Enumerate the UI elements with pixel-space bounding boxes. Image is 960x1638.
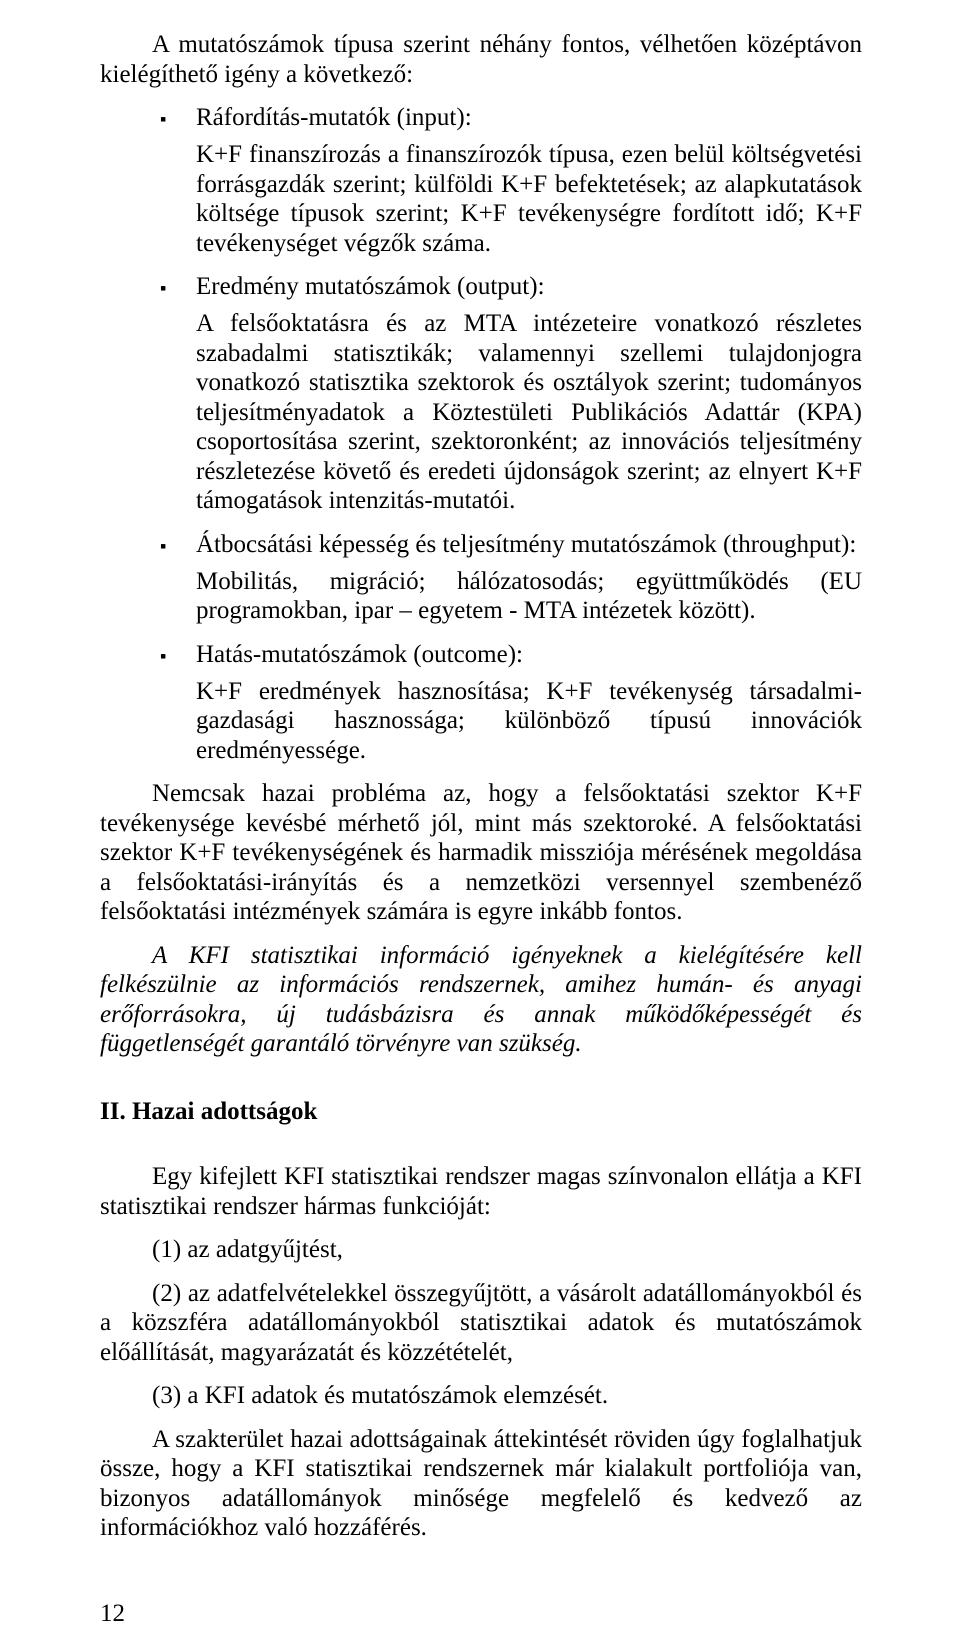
numbered-item: (1) az adatgyűjtést, [100, 1235, 862, 1265]
bullet-row: ▪ Ráfordítás-mutatók (input): [160, 103, 862, 134]
page-number: 12 [100, 1599, 862, 1629]
bullet-item: ▪ Hatás-mutatószámok (outcome): K+F ered… [100, 640, 862, 766]
bullet-item: ▪ Ráfordítás-mutatók (input): K+F finans… [100, 103, 862, 258]
bullet-body: K+F eredmények hasznosítása; K+F tevéken… [196, 677, 862, 766]
bullet-row: ▪ Átbocsátási képesség és teljesítmény m… [160, 530, 862, 561]
body-paragraph: Nemcsak hazai probléma az, hogy a felsőo… [100, 779, 862, 927]
bullet-body: Mobilitás, migráció; hálózatosodás; együ… [196, 567, 862, 626]
bullet-marker-icon: ▪ [160, 640, 196, 671]
bullet-marker-icon: ▪ [160, 530, 196, 561]
intro-paragraph: A mutatószámok típusa szerint néhány fon… [100, 30, 862, 89]
bullet-label: Eredmény mutatószámok (output): [196, 272, 862, 302]
body-paragraph-italic: A KFI statisztikai információ igényeknek… [100, 941, 862, 1059]
bullet-marker-icon: ▪ [160, 272, 196, 303]
body-paragraph: Egy kifejlett KFI statisztikai rendszer … [100, 1162, 862, 1221]
bullet-label: Hatás-mutatószámok (outcome): [196, 640, 862, 670]
numbered-item: (3) a KFI adatok és mutatószámok elemzés… [100, 1381, 862, 1411]
bullet-marker-icon: ▪ [160, 103, 196, 134]
bullet-label: Átbocsátási képesség és teljesítmény mut… [196, 530, 862, 560]
bullet-label: Ráfordítás-mutatók (input): [196, 103, 862, 133]
body-paragraph: A szakterület hazai adottságainak átteki… [100, 1425, 862, 1543]
section-title: II. Hazai adottságok [100, 1097, 862, 1127]
bullet-item: ▪ Átbocsátási képesség és teljesítmény m… [100, 530, 862, 626]
bullet-row: ▪ Hatás-mutatószámok (outcome): [160, 640, 862, 671]
bullet-row: ▪ Eredmény mutatószámok (output): [160, 272, 862, 303]
bullet-body: K+F finanszírozás a finanszírozók típusa… [196, 140, 862, 258]
numbered-list: (1) az adatgyűjtést, (2) az adatfelvétel… [100, 1235, 862, 1411]
numbered-item: (2) az adatfelvételekkel összegyűjtött, … [100, 1279, 862, 1368]
bullet-body: A felsőoktatásra és az MTA intézeteire v… [196, 309, 862, 516]
bullet-item: ▪ Eredmény mutatószámok (output): A fels… [100, 272, 862, 516]
